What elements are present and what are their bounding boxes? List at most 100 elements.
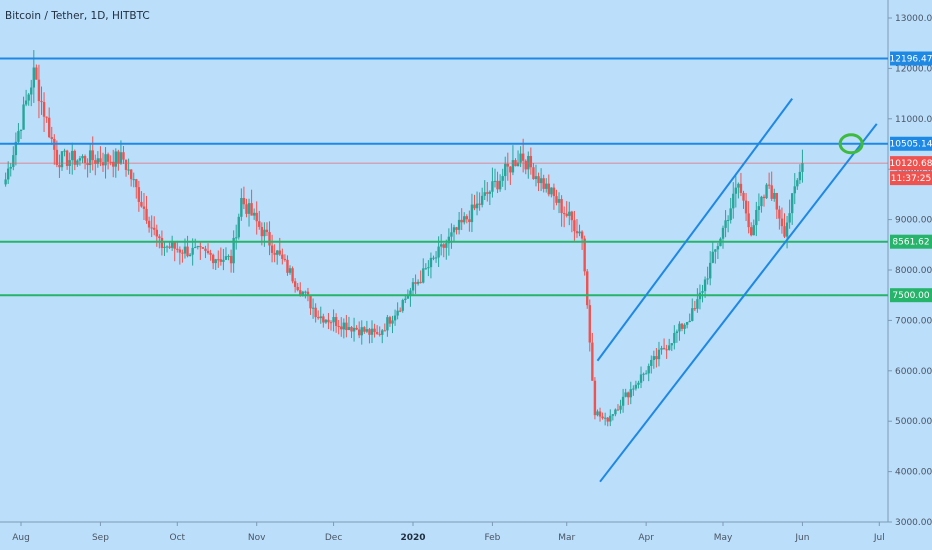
candle-body — [611, 414, 615, 416]
candle-body — [119, 152, 123, 164]
candle — [247, 198, 251, 227]
candle — [360, 320, 363, 345]
candle-body — [486, 192, 489, 194]
candle — [386, 314, 389, 337]
candle — [765, 183, 768, 200]
candle — [616, 404, 620, 411]
candle — [539, 168, 543, 192]
candle — [678, 321, 681, 341]
level-badge — [890, 234, 932, 249]
candle — [268, 221, 271, 256]
candle — [278, 237, 281, 256]
candle-body — [94, 160, 97, 164]
candle-body — [406, 296, 410, 299]
candle — [591, 332, 594, 381]
candle — [491, 167, 494, 198]
candle — [432, 255, 435, 261]
candle-body — [506, 163, 509, 167]
candle-body — [124, 159, 128, 170]
candle — [573, 210, 576, 241]
candle — [206, 243, 210, 255]
candle — [486, 182, 489, 202]
candle — [706, 266, 709, 285]
candle — [565, 201, 568, 218]
candle — [276, 249, 279, 265]
candle — [258, 210, 261, 230]
candle — [127, 158, 130, 175]
candle-body — [299, 290, 302, 295]
candle — [17, 123, 20, 144]
candle-body — [580, 231, 584, 239]
candle — [452, 224, 456, 243]
candle — [688, 313, 691, 323]
candle — [201, 246, 205, 249]
candle — [217, 250, 220, 268]
candle — [270, 234, 274, 263]
candle-body — [168, 246, 171, 248]
candle — [45, 116, 48, 123]
candle — [475, 191, 479, 216]
candle — [199, 242, 202, 260]
candle — [619, 399, 622, 414]
candle — [755, 201, 758, 237]
candle-body — [706, 278, 709, 280]
candle-body — [475, 203, 479, 209]
candle-body — [788, 213, 791, 223]
candle — [434, 251, 438, 263]
candle — [186, 235, 189, 258]
candle-body — [314, 307, 317, 318]
candle-body — [145, 208, 148, 221]
candle — [673, 325, 676, 350]
candle-body — [716, 246, 720, 250]
candle-body — [311, 307, 315, 309]
candle — [337, 319, 340, 335]
candle-body — [757, 206, 761, 210]
candle — [311, 298, 315, 319]
candle-body — [783, 226, 786, 237]
y-tick-label: 3000.00 — [895, 518, 932, 528]
candle — [345, 314, 348, 338]
candle — [644, 370, 648, 375]
candle — [780, 207, 784, 234]
candle-body — [129, 169, 133, 180]
candle-body — [573, 220, 576, 232]
candle — [191, 238, 194, 266]
candle — [470, 193, 474, 233]
candle-body — [155, 229, 158, 237]
candle-body — [291, 268, 294, 282]
candle — [209, 249, 212, 261]
candle — [783, 213, 786, 239]
candle-body — [352, 327, 356, 332]
candle-body — [442, 244, 445, 248]
candle-body — [557, 199, 561, 203]
candle — [94, 154, 97, 176]
candle-body — [9, 166, 12, 169]
candle — [457, 211, 461, 235]
candle-body — [650, 359, 653, 366]
x-tick-label: 2020 — [400, 533, 425, 543]
candle — [429, 252, 433, 279]
candle-body — [632, 388, 635, 390]
candle-body — [176, 248, 179, 250]
candle-body — [263, 229, 266, 237]
candle-body — [675, 331, 679, 334]
candle — [416, 279, 420, 286]
candle — [683, 323, 686, 335]
candle-body — [112, 161, 115, 167]
candle-body — [340, 326, 343, 330]
candle — [398, 307, 402, 313]
candle — [109, 155, 112, 166]
candle — [455, 226, 458, 235]
candle — [655, 348, 658, 368]
candle-body — [509, 166, 512, 173]
candle — [142, 192, 146, 221]
candle-body — [639, 374, 643, 383]
candle-body — [283, 258, 287, 260]
candle — [568, 201, 571, 226]
candle — [445, 239, 448, 260]
candle-body — [319, 316, 322, 319]
candle-body — [552, 187, 556, 197]
candle-body — [65, 150, 69, 166]
